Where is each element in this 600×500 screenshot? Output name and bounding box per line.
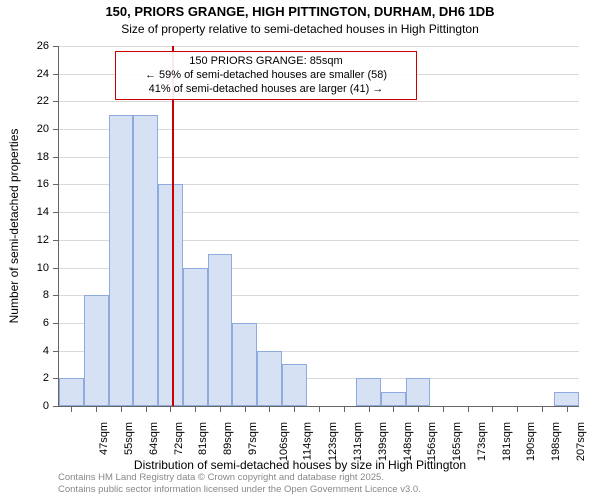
x-tick [195, 406, 196, 412]
attribution-line-2: Contains public sector information licen… [58, 484, 421, 496]
grid-line [59, 46, 579, 47]
x-tick-label: 173sqm [476, 422, 488, 461]
x-tick [492, 406, 493, 412]
attribution-line-1: Contains HM Land Registry data © Crown c… [58, 472, 421, 484]
x-tick [319, 406, 320, 412]
attribution-text: Contains HM Land Registry data © Crown c… [58, 472, 421, 497]
histogram-bar [59, 378, 84, 406]
x-tick-label: 106sqm [278, 422, 290, 461]
chart-subtitle: Size of property relative to semi-detach… [0, 22, 600, 36]
y-tick-label: 22 [37, 95, 59, 107]
histogram-chart: 150, PRIORS GRANGE, HIGH PITTINGTON, DUR… [0, 0, 600, 500]
x-tick [542, 406, 543, 412]
y-tick-label: 16 [37, 178, 59, 190]
y-tick-label: 14 [37, 206, 59, 218]
x-tick-label: 198sqm [550, 422, 562, 461]
y-tick-label: 26 [37, 40, 59, 52]
x-tick-label: 190sqm [525, 422, 537, 461]
x-tick [121, 406, 122, 412]
grid-line [59, 101, 579, 102]
chart-title: 150, PRIORS GRANGE, HIGH PITTINGTON, DUR… [0, 4, 600, 19]
y-tick-label: 0 [43, 400, 59, 412]
x-tick-label: 123sqm [327, 422, 339, 461]
histogram-bar [109, 115, 134, 406]
x-tick-label: 181sqm [501, 422, 513, 461]
x-tick [393, 406, 394, 412]
annotation-box: 150 PRIORS GRANGE: 85sqm ← 59% of semi-d… [115, 51, 417, 100]
x-tick [567, 406, 568, 412]
x-axis-label: Distribution of semi-detached houses by … [0, 458, 600, 472]
y-tick-label: 20 [37, 123, 59, 135]
y-tick-label: 6 [43, 317, 59, 329]
histogram-bar [133, 115, 158, 406]
x-tick [220, 406, 221, 412]
x-tick [468, 406, 469, 412]
x-tick [269, 406, 270, 412]
y-tick-label: 4 [43, 345, 59, 357]
histogram-bar [208, 254, 233, 406]
y-tick-label: 18 [37, 151, 59, 163]
x-tick-label: 55sqm [123, 422, 135, 455]
x-tick-label: 139sqm [377, 422, 389, 461]
histogram-bar [381, 392, 406, 406]
x-tick [517, 406, 518, 412]
x-tick-label: 207sqm [575, 422, 587, 461]
x-tick [71, 406, 72, 412]
y-tick-label: 2 [43, 372, 59, 384]
x-tick [96, 406, 97, 412]
x-tick [418, 406, 419, 412]
y-tick-label: 12 [37, 234, 59, 246]
y-tick-label: 10 [37, 262, 59, 274]
x-tick [294, 406, 295, 412]
annotation-line-2: ← 59% of semi-detached houses are smalle… [122, 69, 410, 83]
x-tick-label: 97sqm [247, 422, 259, 455]
x-tick [443, 406, 444, 412]
histogram-bar [257, 351, 282, 406]
histogram-bar [232, 323, 257, 406]
histogram-bar [406, 378, 431, 406]
histogram-bar [158, 184, 183, 406]
histogram-bar [356, 378, 381, 406]
histogram-bar [554, 392, 579, 406]
x-tick [344, 406, 345, 412]
x-tick [170, 406, 171, 412]
x-tick-label: 89sqm [222, 422, 234, 455]
annotation-line-3: 41% of semi-detached houses are larger (… [122, 83, 410, 97]
x-tick-label: 156sqm [426, 422, 438, 461]
x-tick-label: 64sqm [148, 422, 160, 455]
x-tick-label: 165sqm [451, 422, 463, 461]
x-tick-label: 72sqm [173, 422, 185, 455]
histogram-bar [84, 295, 109, 406]
y-axis-label: Number of semi-detached properties [7, 46, 21, 406]
x-tick-label: 114sqm [302, 422, 314, 460]
x-tick [146, 406, 147, 412]
x-tick-label: 148sqm [402, 422, 414, 461]
x-tick [369, 406, 370, 412]
x-tick [245, 406, 246, 412]
y-tick-label: 8 [43, 289, 59, 301]
y-tick-label: 24 [37, 68, 59, 80]
histogram-bar [282, 364, 307, 406]
x-tick-label: 47sqm [98, 422, 110, 455]
histogram-bar [183, 268, 208, 406]
annotation-line-1: 150 PRIORS GRANGE: 85sqm [122, 55, 410, 69]
x-tick-label: 131sqm [352, 422, 364, 461]
x-tick-label: 81sqm [197, 422, 209, 455]
